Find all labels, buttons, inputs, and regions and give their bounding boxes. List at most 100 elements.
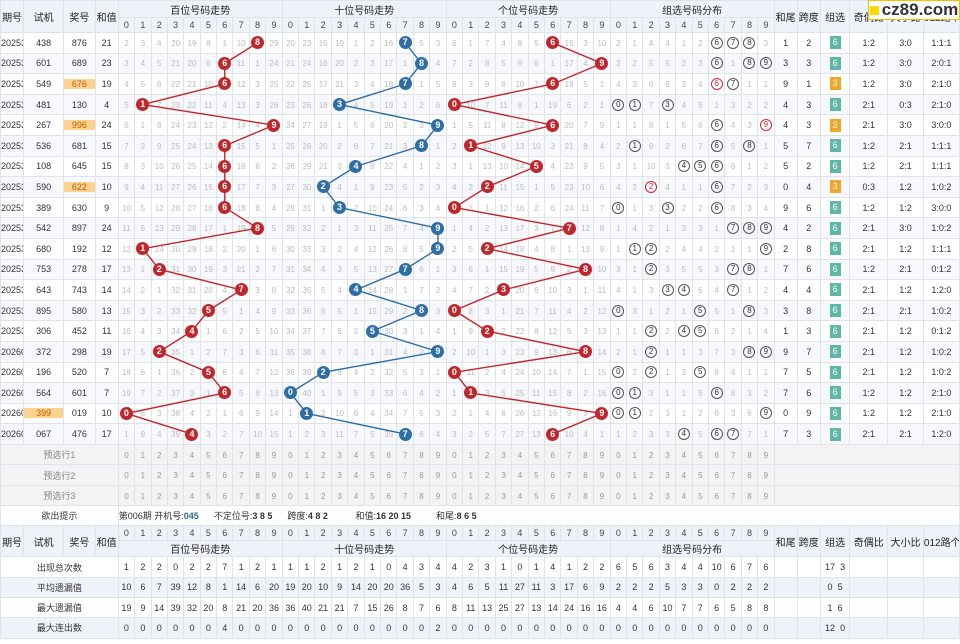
- preview-digit[interactable]: 9: [429, 443, 447, 466]
- preview-digit[interactable]: 5: [363, 443, 382, 466]
- preview-digit[interactable]: 2: [150, 484, 168, 507]
- preview-digit[interactable]: 6: [380, 443, 398, 466]
- preview-digit[interactable]: 5: [691, 484, 709, 507]
- preview-digit[interactable]: 8: [248, 484, 267, 507]
- preview-digit[interactable]: 6: [216, 484, 234, 507]
- preview-digit[interactable]: 4: [347, 484, 365, 507]
- preview-digit[interactable]: 1: [298, 464, 316, 486]
- preview-digit[interactable]: 2: [478, 443, 496, 466]
- preview-digit[interactable]: 8: [740, 484, 759, 507]
- preview-digit[interactable]: 5: [527, 443, 546, 466]
- preview-digit[interactable]: 7: [232, 443, 250, 466]
- preview-digit[interactable]: 7: [560, 484, 578, 507]
- preview-digit[interactable]: 3: [494, 443, 513, 466]
- preview-digit[interactable]: 6: [380, 484, 398, 507]
- preview-digit[interactable]: 2: [314, 464, 332, 486]
- preview-digit[interactable]: 4: [347, 443, 365, 466]
- preview-digit[interactable]: 9: [593, 484, 611, 507]
- preview-digit[interactable]: 8: [248, 443, 267, 466]
- preview-digit[interactable]: 8: [412, 443, 431, 466]
- preview-digit[interactable]: 2: [314, 443, 332, 466]
- preview-digit[interactable]: 7: [560, 443, 578, 466]
- preview-digit[interactable]: 6: [544, 443, 562, 466]
- col-period[interactable]: 期号: [0, 0, 25, 33]
- preview-digit[interactable]: 6: [707, 443, 726, 466]
- preview-digit[interactable]: 9: [265, 464, 283, 486]
- preview-digit[interactable]: 0: [117, 443, 136, 466]
- preview-digit[interactable]: 9: [265, 443, 283, 466]
- preview-digit[interactable]: 0: [117, 484, 136, 507]
- preview-digit[interactable]: 3: [658, 464, 677, 486]
- preview-digit[interactable]: 9: [757, 443, 775, 466]
- preview-digit[interactable]: 8: [576, 443, 595, 466]
- preview-digit[interactable]: 7: [724, 484, 742, 507]
- preview-digit[interactable]: 3: [166, 464, 185, 486]
- preview-digit[interactable]: 8: [412, 464, 431, 486]
- preview-digit[interactable]: 7: [396, 484, 414, 507]
- preview-digit[interactable]: 6: [380, 464, 398, 486]
- preview-digit[interactable]: 0: [281, 443, 300, 466]
- preview-digit[interactable]: 8: [576, 464, 595, 486]
- preview-digit[interactable]: 6: [707, 464, 726, 486]
- preview-digit[interactable]: 7: [396, 464, 414, 486]
- preview-digit[interactable]: 5: [527, 464, 546, 486]
- preview-digit[interactable]: 1: [462, 484, 480, 507]
- preview-digit[interactable]: 7: [724, 443, 742, 466]
- preview-digit[interactable]: 5: [527, 484, 546, 507]
- preview-digit[interactable]: 9: [757, 464, 775, 486]
- preview-digit[interactable]: 6: [544, 464, 562, 486]
- preview-digit[interactable]: 5: [199, 464, 218, 486]
- preview-digit[interactable]: 4: [347, 464, 365, 486]
- preview-digit[interactable]: 4: [511, 443, 529, 466]
- preview-digit[interactable]: 6: [544, 484, 562, 507]
- preview-digit[interactable]: 9: [429, 464, 447, 486]
- preview-digit[interactable]: 5: [199, 443, 218, 466]
- preview-digit[interactable]: 5: [363, 484, 382, 507]
- preview-digit[interactable]: 3: [330, 484, 349, 507]
- preview-digit[interactable]: 0: [445, 484, 464, 507]
- preview-digit[interactable]: 0: [281, 464, 300, 486]
- preview-digit[interactable]: 4: [511, 484, 529, 507]
- preview-digit[interactable]: 6: [216, 464, 234, 486]
- preview-digit[interactable]: 1: [298, 443, 316, 466]
- preview-digit[interactable]: 3: [494, 464, 513, 486]
- preview-digit[interactable]: 4: [183, 443, 201, 466]
- preview-digit[interactable]: 2: [478, 464, 496, 486]
- preview-digit[interactable]: 3: [330, 464, 349, 486]
- preview-digit[interactable]: 0: [281, 484, 300, 507]
- preview-digit[interactable]: 7: [724, 464, 742, 486]
- preview-digit[interactable]: 1: [462, 464, 480, 486]
- preview-digit[interactable]: 9: [265, 484, 283, 507]
- preview-digit[interactable]: 8: [248, 464, 267, 486]
- preview-digit[interactable]: 0: [609, 443, 628, 466]
- preview-digit[interactable]: 7: [560, 464, 578, 486]
- preview-digit[interactable]: 7: [396, 443, 414, 466]
- preview-digit[interactable]: 3: [166, 443, 185, 466]
- preview-digit[interactable]: 5: [199, 484, 218, 507]
- preview-digit[interactable]: 3: [166, 484, 185, 507]
- preview-digit[interactable]: 0: [445, 464, 464, 486]
- preview-digit[interactable]: 4: [183, 484, 201, 507]
- preview-digit[interactable]: 2: [642, 484, 660, 507]
- preview-digit[interactable]: 4: [675, 464, 693, 486]
- preview-digit[interactable]: 0: [609, 484, 628, 507]
- preview-digit[interactable]: 5: [691, 464, 709, 486]
- preview-digit[interactable]: 1: [626, 464, 644, 486]
- preview-digit[interactable]: 1: [462, 443, 480, 466]
- preview-digit[interactable]: 3: [330, 443, 349, 466]
- preview-digit[interactable]: 9: [593, 464, 611, 486]
- preview-digit[interactable]: 8: [412, 484, 431, 507]
- preview-digit[interactable]: 3: [494, 484, 513, 507]
- preview-digit[interactable]: 8: [740, 443, 759, 466]
- preview-digit[interactable]: 2: [642, 443, 660, 466]
- preview-digit[interactable]: 3: [658, 484, 677, 507]
- preview-digit[interactable]: 7: [232, 464, 250, 486]
- preview-digit[interactable]: 1: [298, 484, 316, 507]
- preview-digit[interactable]: 1: [134, 464, 152, 486]
- preview-digit[interactable]: 4: [183, 464, 201, 486]
- preview-digit[interactable]: 1: [134, 443, 152, 466]
- preview-digit[interactable]: 0: [609, 464, 628, 486]
- preview-digit[interactable]: 6: [216, 443, 234, 466]
- preview-digit[interactable]: 8: [576, 484, 595, 507]
- preview-digit[interactable]: 9: [593, 443, 611, 466]
